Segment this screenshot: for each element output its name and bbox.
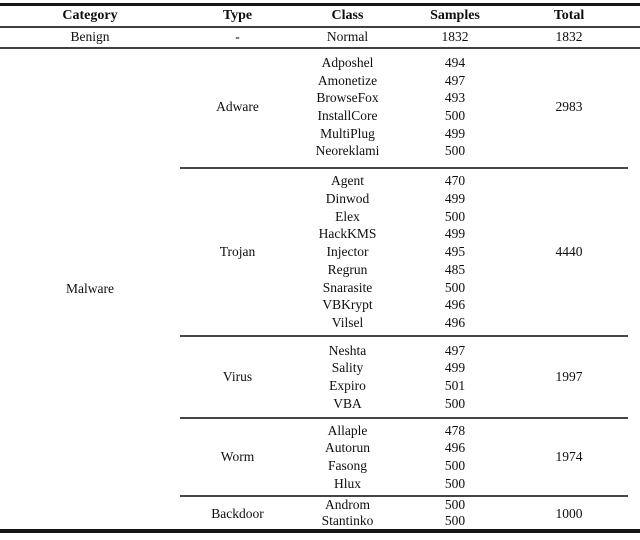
malware-class-name: Neshta [328,342,367,358]
benign-category-cell: Benign [70,28,110,44]
malware-class-samples: 499 [444,191,466,207]
benign-row: Benign - Normal 1832 1832 [0,26,628,47]
malware-class-name: Androm [325,497,370,512]
malware-class-name: Regrun [327,261,368,277]
malware-class-samples: 500 [444,143,466,159]
malware-class-samples: 499 [444,125,466,141]
group-total-cell-trojan: 4440 [510,167,628,336]
malware-class-samples: 494 [444,54,466,70]
malware-group-row-backdoor: Backdoor Androm Stantinko 500 500 1000 [0,495,628,530]
malware-group-row-worm: Worm Allaple Autorun Fasong Hlux 478 496 500 5… [0,417,628,496]
malware-class-samples: 499 [444,360,466,376]
malware-class-samples: 496 [444,440,466,456]
malware-class-name: Adposhel [321,54,374,70]
malware-class-name: Dinwod [325,191,370,207]
malware-class-name: BrowseFox [316,90,379,106]
malware-class-name: InstallCore [317,108,378,123]
malware-class-samples: 470 [444,173,466,189]
malware-category-cell: Malware [66,280,114,296]
malware-class-name: Autorun [325,440,370,456]
malware-class-samples: 500 [444,279,466,295]
malware-class-samples: 500 [444,458,466,473]
class-list-cell-worm: Allaple Autorun Fasong Hlux [295,417,400,496]
group-total-cell-adware: 2983 [555,99,583,115]
malware-group-row-adware: Malware Adware Adposhel Amonetize BrowseFo… [0,47,628,295]
malware-dataset-table: Category Type Class Samples Total Benign… [0,6,628,530]
benign-type-cell: - [235,28,240,44]
benign-total-cell: 1832 [555,28,583,44]
malware-class-name: Snarasite [322,279,373,295]
malware-class-name: VBA [333,395,362,411]
group-total-cell-backdoor: 1000 [510,495,628,530]
benign-samples-cell: 1832 [441,28,469,44]
malware-class-samples: 500 [444,395,466,411]
malware-class-samples: 500 [444,513,466,529]
malware-class-name: Sality [331,360,364,376]
column-header-category: Category [62,8,118,23]
column-header-class: Class [331,8,364,23]
malware-class-name: Fasong [327,458,367,473]
malware-class-samples: 496 [444,314,466,330]
samples-list-cell-adware: 494 497 493 500 499 500 [400,47,510,168]
column-header-type: Type [222,8,253,23]
samples-list-cell-backdoor: 500 500 [400,495,510,530]
malware-class-samples: 497 [444,72,466,88]
samples-list-cell-trojan: 470 499 500 499 495 485 500 496 496 [400,167,510,336]
type-cell-adware: Adware [216,99,259,115]
table-top-rule [0,3,640,6]
malware-class-name: Hlux [334,475,361,491]
class-list-cell-virus: Neshta Sality Expiro VBA [295,335,400,418]
malware-class-name: Agent [331,173,364,189]
type-cell-worm: Worm [180,417,295,496]
malware-class-name: Vilsel [331,314,364,330]
header-underline-rule [0,26,640,28]
malware-class-samples: 500 [444,208,466,224]
malware-class-name: Injector [326,244,369,260]
malware-class-samples: 493 [444,90,466,106]
malware-class-samples: 497 [444,342,466,358]
malware-class-samples: 500 [444,475,466,491]
benign-class-cell: Normal [326,28,369,44]
column-header-samples: Samples [430,8,480,23]
header-row: Category Type Class Samples Total [0,6,628,26]
malware-class-name: VBKrypt [322,297,373,313]
malware-class-samples: 499 [444,226,466,242]
class-list-cell-adware: Adposhel Amonetize BrowseFox InstallCore Mul… [295,47,400,168]
malware-class-samples: 495 [444,244,466,260]
malware-class-name: HackKMS [318,226,377,242]
malware-class-name: Expiro [329,378,366,393]
malware-class-name: Allaple [327,422,368,438]
type-cell-trojan: Trojan [180,167,295,336]
malware-class-name: Elex [335,208,360,224]
malware-class-samples: 500 [444,497,466,512]
type-cell-virus: Virus [180,335,295,418]
malware-class-samples: 485 [444,261,466,277]
group-total-cell-virus: 1997 [510,335,628,418]
malware-class-samples: 496 [444,297,466,313]
samples-list-cell-virus: 497 499 501 500 [400,335,510,418]
malware-class-name: MultiPlug [320,125,375,141]
samples-list-cell-worm: 478 496 500 500 [400,417,510,496]
type-cell-backdoor: Backdoor [180,495,295,530]
malware-group-row-trojan: Trojan Agent Dinwod Elex HackKMS Injector Reg… [0,167,628,336]
malware-class-samples: 478 [444,422,466,438]
malware-class-name: Neoreklami [315,143,380,159]
table-bottom-rule [0,529,640,533]
class-list-cell-backdoor: Androm Stantinko [295,495,400,530]
malware-class-name: Amonetize [317,72,378,88]
class-list-cell-trojan: Agent Dinwod Elex HackKMS Injector Regrun Snar… [295,167,400,336]
malware-class-name: Stantinko [321,513,374,529]
malware-group-row-virus: Virus Neshta Sality Expiro VBA 497 499 501 500… [0,335,628,418]
column-header-total: Total [553,8,585,23]
benign-row-rule [0,47,640,49]
group-total-cell-worm: 1974 [510,417,628,496]
malware-class-samples: 501 [444,378,466,393]
malware-class-samples: 500 [444,108,466,123]
